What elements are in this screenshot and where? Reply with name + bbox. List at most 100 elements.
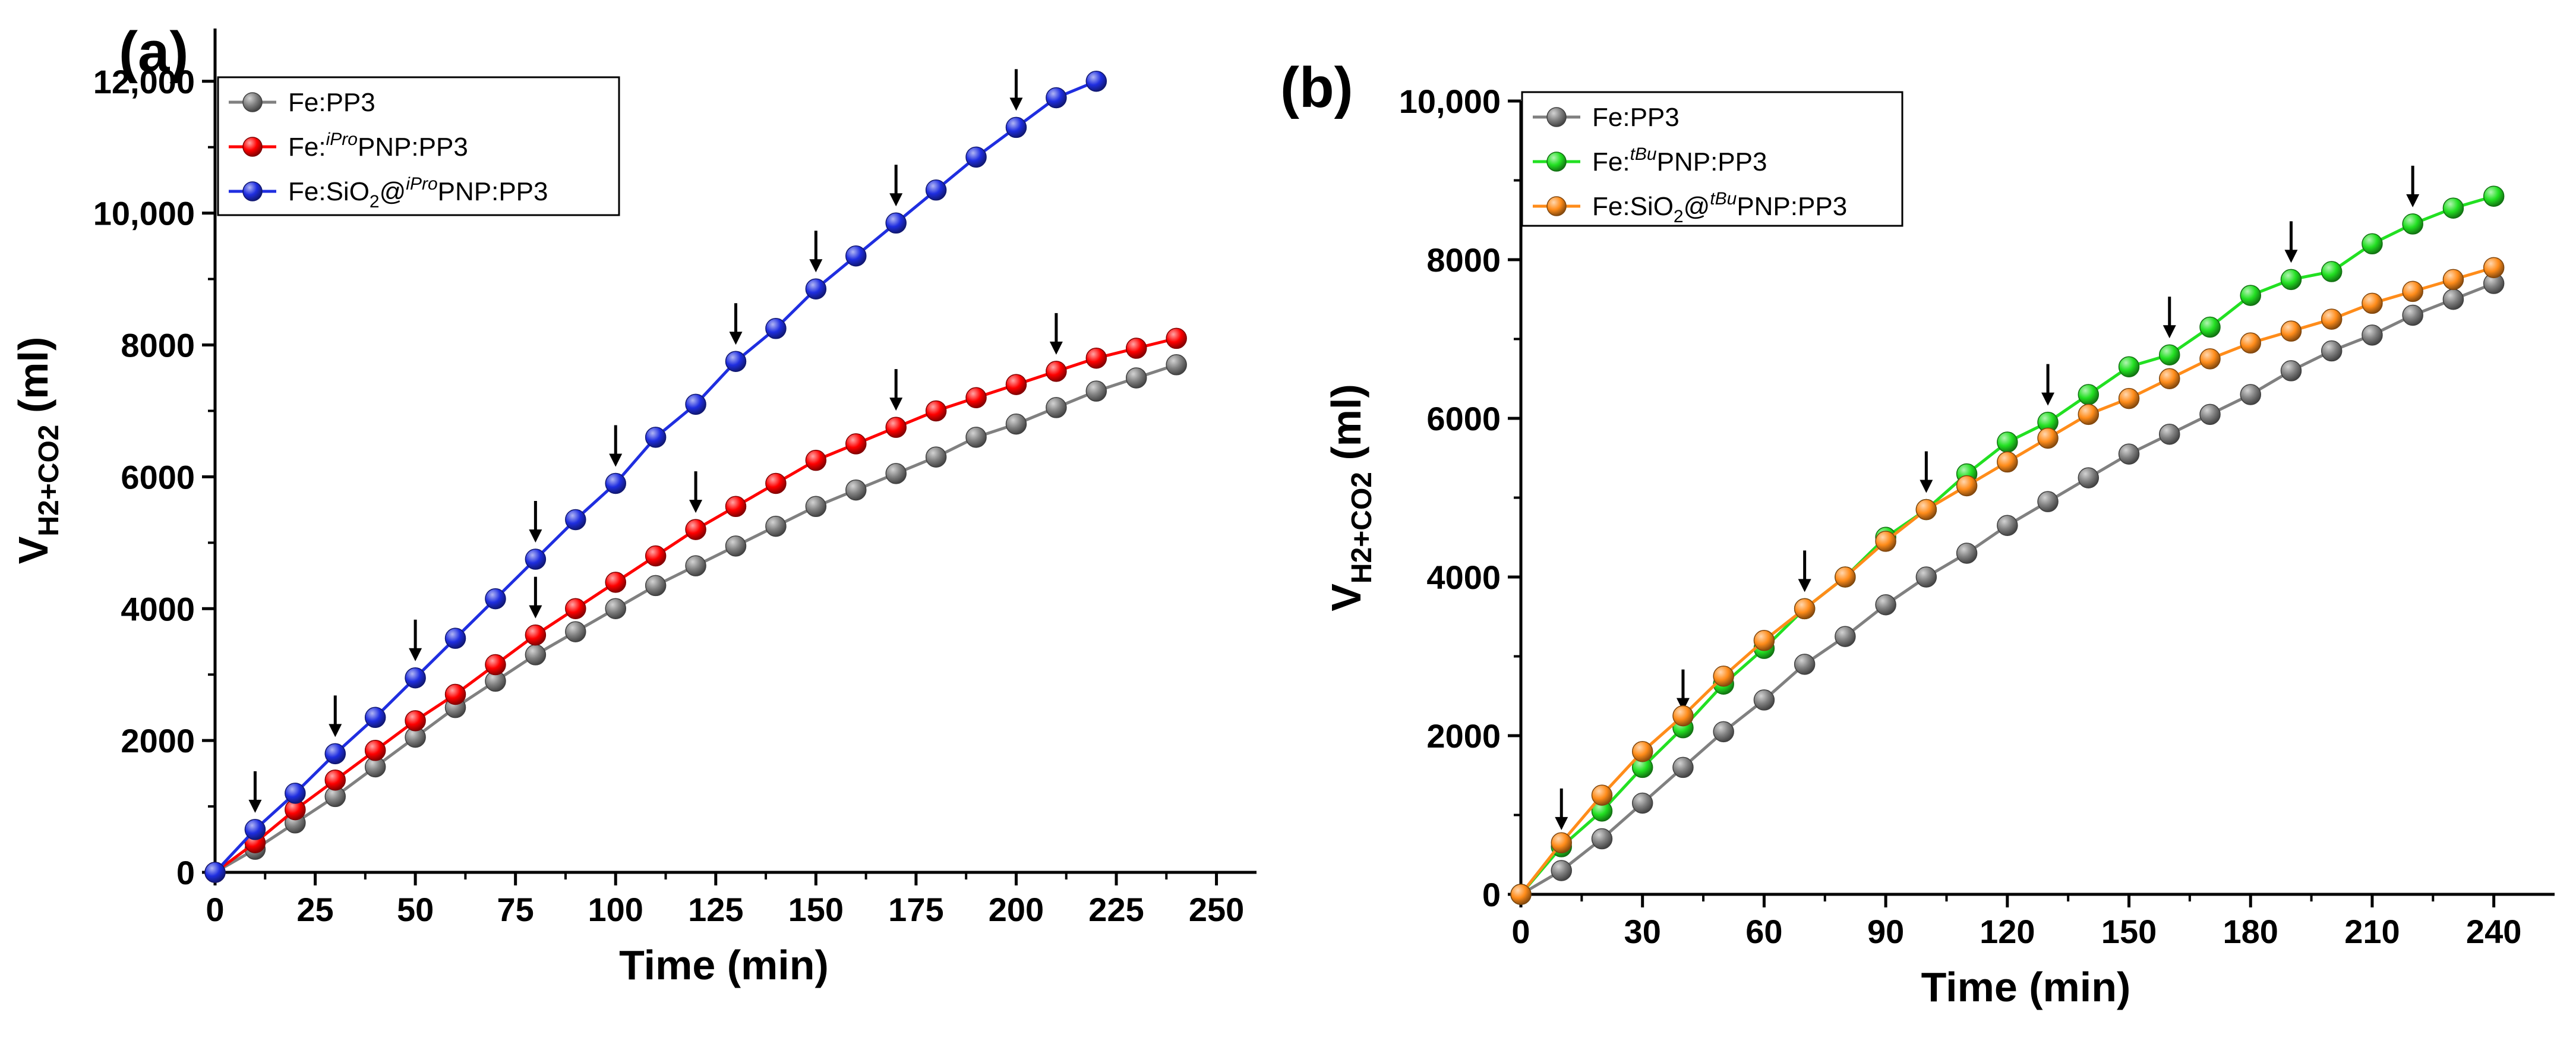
data-point <box>485 588 506 610</box>
data-point <box>1631 792 1653 814</box>
legend-item: Fe:tBuPNP:PP3 <box>1533 144 1767 176</box>
data-point <box>685 555 706 576</box>
data-point <box>525 548 547 570</box>
data-point <box>525 624 547 646</box>
data-point <box>364 707 386 729</box>
data-point <box>1510 884 1532 905</box>
data-point <box>2037 491 2059 512</box>
legend-marker <box>1546 196 1567 216</box>
annotation-arrow <box>1049 313 1063 355</box>
legend-label: Fe:PP3 <box>1592 103 1680 132</box>
data-point <box>1166 354 1187 376</box>
data-point <box>2118 443 2140 465</box>
y-tick-label: 6000 <box>121 458 195 496</box>
x-tick-label: 50 <box>397 891 434 928</box>
data-point <box>2118 356 2140 377</box>
data-point <box>244 819 266 840</box>
data-point <box>805 449 827 471</box>
annotation-arrow <box>889 165 903 207</box>
data-point <box>2118 387 2140 409</box>
data-point <box>1875 594 1896 616</box>
x-tick-label: 210 <box>2344 913 2400 950</box>
data-point <box>1915 499 1937 521</box>
data-point <box>845 479 867 501</box>
data-point <box>1005 374 1027 395</box>
annotation-arrow <box>1920 451 1933 493</box>
legend-item: Fe:PP3 <box>229 88 375 117</box>
data-point <box>685 519 706 540</box>
y-tick-label: 4000 <box>121 590 195 628</box>
data-point <box>965 146 987 168</box>
data-point <box>1997 431 2018 453</box>
annotation-arrow <box>689 471 703 513</box>
data-point <box>1005 413 1027 435</box>
data-point <box>1591 828 1613 850</box>
data-point <box>725 496 747 518</box>
y-tick-label: 8000 <box>121 327 195 364</box>
data-point <box>685 393 706 415</box>
data-point <box>1046 397 1067 418</box>
data-point <box>645 575 667 597</box>
y-axis-title-main: V <box>10 536 56 564</box>
data-point <box>805 496 827 518</box>
series-0 <box>1510 273 2505 905</box>
data-point <box>1794 598 1816 620</box>
data-point <box>2280 269 2302 291</box>
data-point <box>1997 515 2018 536</box>
series-0 <box>204 354 1187 883</box>
data-point <box>1551 832 1572 853</box>
x-tick-label: 0 <box>206 891 224 928</box>
x-tick-label: 25 <box>296 891 333 928</box>
legend-marker <box>242 137 263 157</box>
annotation-arrow <box>609 425 623 467</box>
y-tick-label: 10,000 <box>1399 83 1501 120</box>
data-point <box>2159 368 2180 389</box>
series-line <box>1520 282 2495 896</box>
panel-label: (b) <box>1280 56 1353 119</box>
data-point <box>1005 116 1027 138</box>
data-point <box>2199 403 2221 425</box>
data-point <box>1997 451 2018 473</box>
data-point <box>2402 213 2423 235</box>
x-axis-title: Time (min) <box>1921 964 2131 1010</box>
series-2 <box>1510 257 2505 905</box>
data-point <box>1835 626 1856 647</box>
data-point <box>204 862 226 883</box>
y-axis-title-main: V <box>1323 584 1369 611</box>
data-point <box>565 509 586 531</box>
x-tick-label: 120 <box>1980 913 2035 950</box>
data-point <box>2402 280 2423 302</box>
x-tick-label: 0 <box>1511 913 1530 950</box>
data-point <box>2159 344 2180 365</box>
data-point <box>2402 304 2423 326</box>
data-point <box>1956 543 1978 564</box>
data-point <box>1835 566 1856 588</box>
data-point <box>605 472 626 494</box>
data-point <box>605 572 626 593</box>
data-point <box>645 427 667 448</box>
data-point <box>1046 361 1067 382</box>
data-point <box>805 278 827 299</box>
legend: Fe:PP3 Fe:tBuPNP:PP3 Fe:SiO2@tBuPNP:PP3 <box>1521 91 1903 227</box>
data-point <box>485 654 506 676</box>
data-point <box>1753 689 1775 711</box>
data-point <box>925 446 947 468</box>
data-point <box>2362 233 2383 255</box>
y-tick-label: 6000 <box>1426 400 1501 437</box>
data-point <box>1794 654 1816 675</box>
x-tick-label: 225 <box>1088 891 1144 928</box>
data-point <box>1915 566 1937 588</box>
data-point <box>1551 860 1572 881</box>
y-tick-label: 2000 <box>121 722 195 759</box>
data-point <box>405 667 426 689</box>
y-tick-label: 10,000 <box>93 195 195 232</box>
data-point <box>1046 87 1067 109</box>
data-point <box>1672 705 1694 727</box>
data-point <box>1631 740 1653 762</box>
data-point <box>1085 380 1107 402</box>
legend-box <box>217 76 620 216</box>
data-point <box>1085 71 1107 92</box>
y-axis-title: VH2+CO2 (ml) <box>1323 384 1378 611</box>
data-point <box>1713 666 1734 687</box>
